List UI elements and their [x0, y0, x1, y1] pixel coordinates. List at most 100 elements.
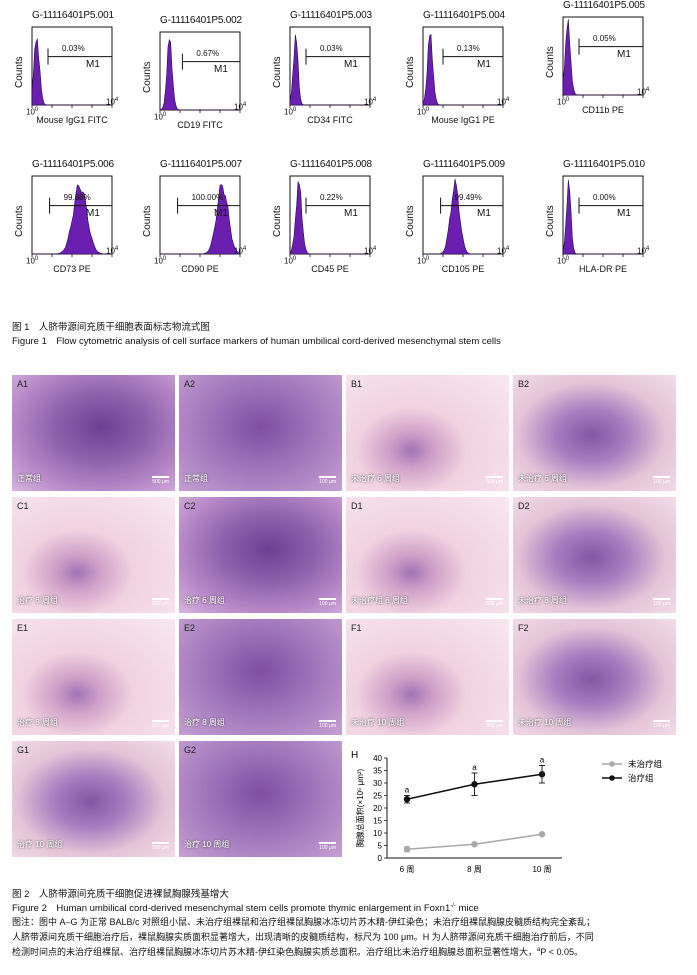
- tick-base: 10: [234, 102, 243, 112]
- tick-exponent: 0: [425, 107, 430, 113]
- tick-exponent: 0: [162, 112, 167, 118]
- scale-bar: 100 μm: [319, 476, 336, 485]
- tile-panel-label: A2: [184, 379, 196, 389]
- x-axis-marker-label: CD11b PE: [582, 105, 624, 115]
- tick-base: 10: [26, 256, 35, 266]
- histology-tile: D2 未治疗 8 周组 100 μm: [513, 497, 676, 613]
- x-tick-label-min: 100: [557, 256, 569, 266]
- tick-base: 10: [637, 87, 646, 97]
- gate-percentage: 100.00%: [191, 192, 224, 202]
- tick-base: 10: [106, 97, 115, 107]
- tick-exponent: 4: [645, 246, 650, 252]
- flow-panel: G-11116401P5.005 0.05% M1 Counts 100 104 CD11b…: [535, 0, 665, 150]
- scale-bar: 100 μm: [319, 598, 336, 607]
- y-tick-label: 20: [373, 804, 382, 813]
- tile-panel-label: E1: [17, 623, 29, 633]
- scale-bar: 100 μm: [319, 842, 336, 851]
- x-tick-label-min: 100: [417, 256, 429, 266]
- scale-bar: 500 μm: [152, 720, 169, 729]
- y-axis-label-counts: Counts: [14, 205, 25, 237]
- tile-group-label: 未治疗 6 周组: [351, 474, 400, 483]
- histology-tile: D1 未治疗组 8 周组 500 μm: [346, 497, 509, 613]
- tile-panel-label: C2: [184, 501, 196, 511]
- tile-panel-label: B2: [518, 379, 530, 389]
- y-axis-label-counts: Counts: [272, 205, 283, 237]
- x-tick-label-min: 100: [284, 256, 296, 266]
- histogram-distribution: [562, 179, 643, 255]
- tick-exponent: 0: [565, 256, 570, 262]
- y-axis-label-counts: Counts: [545, 205, 556, 237]
- figure-2-note-sig-tail: P < 0.05。: [540, 947, 583, 957]
- x-tick-label-min: 100: [26, 256, 38, 266]
- flow-histogram-plot: [31, 26, 113, 108]
- tick-base: 10: [417, 107, 426, 117]
- tile-group-label: 未治疗 6 周组: [518, 474, 567, 483]
- histogram-distribution: [32, 184, 113, 255]
- x-tick-label-max: 104: [106, 97, 118, 107]
- tick-base: 10: [637, 246, 646, 256]
- x-tick-label: 8 周: [467, 865, 482, 874]
- tile-panel-label: F2: [518, 623, 529, 633]
- tick-base: 10: [234, 246, 243, 256]
- histology-tile: E2 治疗 8 周组 100 μm: [179, 619, 342, 735]
- x-tick-label-max: 104: [106, 246, 118, 256]
- flow-histogram-plot: [289, 175, 371, 257]
- x-axis-marker-label: Mouse IgG1 PE: [431, 115, 495, 125]
- tile-panel-label: D2: [518, 501, 530, 511]
- gate-percentage: 0.67%: [196, 48, 220, 58]
- flow-histogram-plot: [422, 175, 504, 257]
- flow-panel: G-11116401P5.009 99.49% M1 Counts 100 104 CD10…: [395, 159, 525, 309]
- x-tick-label-min: 100: [154, 256, 166, 266]
- flow-histogram-plot: [422, 26, 504, 108]
- tick-exponent: 0: [565, 97, 570, 103]
- flow-panel: G-11116401P5.004 0.13% M1 Counts 100 104 Mouse…: [395, 10, 525, 160]
- flow-histogram-plot: [159, 31, 241, 113]
- scale-bar: 500 μm: [152, 842, 169, 851]
- flow-panel-sample-id: G-11116401P5.002: [160, 15, 242, 26]
- tick-exponent: 0: [162, 256, 167, 262]
- y-axis-label-counts: Counts: [142, 61, 153, 93]
- scale-bar: 500 μm: [486, 720, 503, 729]
- figure-2-note-line2: 人脐带源间充质干细胞治疗后，裸鼠胸腺实质面积显著增大，出现清晰的皮髓质结构，标尺…: [12, 932, 594, 942]
- x-tick-label-min: 100: [26, 107, 38, 117]
- tile-panel-label: E2: [184, 623, 196, 633]
- gate-percentage: 99.49%: [454, 192, 482, 202]
- tick-exponent: 0: [34, 107, 39, 113]
- tick-base: 10: [154, 112, 163, 122]
- plot-frame: [289, 26, 371, 106]
- flow-panel: G-11116401P5.010 0.00% M1 Counts 100 104 HLA-D…: [535, 159, 665, 309]
- tile-group-label: 治疗 8 周组: [17, 718, 58, 727]
- figure-2-caption-en-tail: mice: [455, 903, 479, 914]
- x-tick-label-max: 104: [364, 246, 376, 256]
- flow-panel: G-11116401P5.003 0.03% M1 Counts 100 104 CD34 …: [262, 10, 392, 160]
- figure-2-caption-cn: 图 2 人脐带源间充质干细胞促进裸鼠胸腺残基增大: [12, 889, 229, 900]
- tick-exponent: 4: [242, 246, 247, 252]
- plot-frame: [562, 16, 644, 96]
- y-axis-label-counts: Counts: [272, 56, 283, 88]
- scale-bar: 100 μm: [653, 720, 670, 729]
- y-axis-label-counts: Counts: [405, 56, 416, 88]
- figure-2-note-line3-main: 检测时间点的未治疗组裸鼠、治疗组裸鼠胸腺冰冻切片苏木精-伊红染色胸腺实质总面积。…: [12, 947, 538, 957]
- data-point: [538, 771, 546, 778]
- x-axis-marker-label: CD105 PE: [441, 264, 485, 274]
- tile-group-label: 正常组: [17, 474, 41, 483]
- tick-exponent: 4: [114, 97, 119, 103]
- flow-panel-sample-id: G-11116401P5.005: [563, 0, 645, 11]
- histology-tile: C2 治疗 6 周组 100 μm: [179, 497, 342, 613]
- x-axis-marker-label: CD45 PE: [311, 264, 349, 274]
- x-axis-marker-label: CD73 PE: [53, 264, 91, 274]
- tile-group-label: 治疗 6 周组: [17, 596, 58, 605]
- gate-label-m1: M1: [617, 48, 631, 60]
- scale-bar: 500 μm: [152, 598, 169, 607]
- tile-panel-label: D1: [351, 501, 363, 511]
- flow-panel-sample-id: G-11116401P5.006: [32, 159, 114, 170]
- gate-label-m1: M1: [344, 58, 358, 70]
- tick-base: 10: [417, 256, 426, 266]
- y-tick-label: 15: [373, 817, 382, 826]
- tile-panel-label: F1: [351, 623, 362, 633]
- tick-base: 10: [364, 97, 373, 107]
- flow-panel-sample-id: G-11116401P5.008: [290, 159, 372, 170]
- tick-base: 10: [284, 107, 293, 117]
- tick-exponent: 0: [34, 256, 39, 262]
- scale-bar: 100 μm: [653, 598, 670, 607]
